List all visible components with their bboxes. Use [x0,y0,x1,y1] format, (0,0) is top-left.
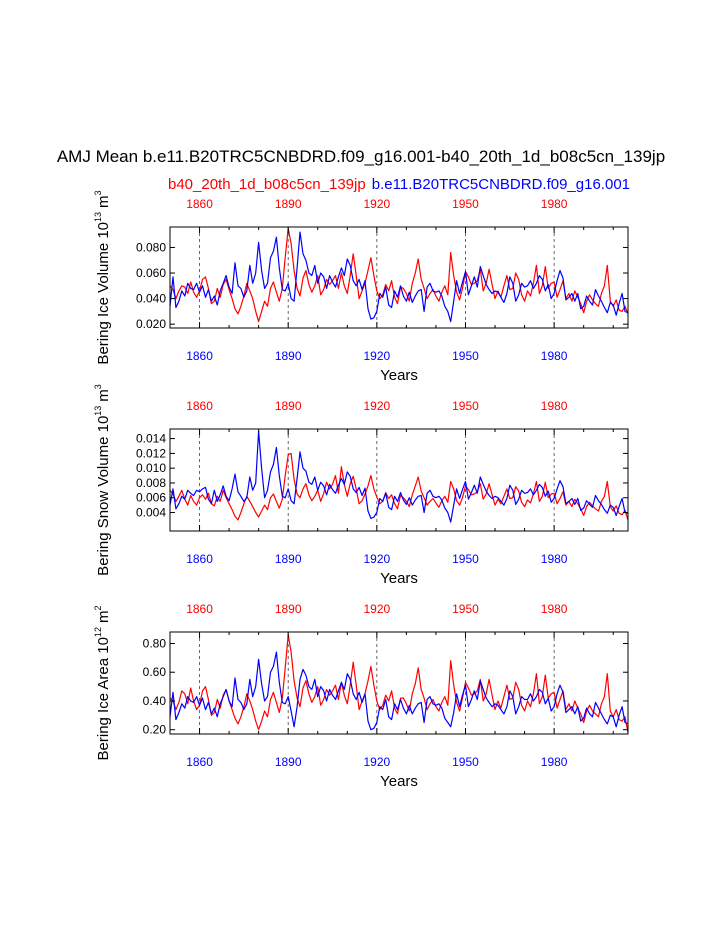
y-tick-label: 0.020 [136,317,166,331]
y-axis-label-exponent: 13 [93,212,103,222]
x-tick-label-bottom: 1920 [363,349,390,363]
x-axis-label: Years [380,570,418,587]
x-tick-label-top: 1980 [541,197,568,211]
series-line-red [169,634,629,733]
x-tick-label-top: 1890 [275,602,302,616]
x-tick-label-top: 1920 [363,602,390,616]
y-tick-label: 0.012 [136,446,166,460]
y-axis-label: Bering Ice Volume 1013 m3 [93,190,112,364]
x-tick-label-top: 1890 [275,197,302,211]
x-tick-label-top: 1860 [186,197,213,211]
series-line-blue [169,231,629,323]
x-tick-label-top: 1860 [186,602,213,616]
x-tick-label-top: 1980 [541,602,568,616]
y-tick-label: 0.040 [136,292,166,306]
y-axis-label-unit: m [95,195,112,208]
y-tick-label: 0.20 [143,723,167,737]
x-tick-label-top: 1980 [541,399,568,413]
x-tick-label-bottom: 1920 [363,552,390,566]
x-axis-label: Years [380,773,418,790]
x-tick-label-top: 1860 [186,399,213,413]
y-axis-label-exponent: 13 [93,406,103,416]
y-tick-label: 0.004 [136,506,166,520]
y-axis-label-main: Bering Snow Volume 10 [95,416,112,576]
x-tick-label-bottom: 1980 [541,349,568,363]
x-tick-label-bottom: 1980 [541,755,568,769]
x-tick-label-bottom: 1950 [452,552,479,566]
y-axis-label-unit: m [95,611,112,624]
series-line-blue [169,430,629,523]
x-tick-label-bottom: 1860 [186,552,213,566]
series-line-red [169,227,629,323]
y-axis-label-unit: m [95,389,112,402]
x-tick-label-top: 1920 [363,399,390,413]
chart-panel-1: 0.020 0.040 0.060 0.080 1860 1860 1890 1890 1920… [93,190,629,384]
x-tick-label-bottom: 1890 [275,755,302,769]
y-axis-label-main: Bering Ice Area 10 [95,637,112,760]
chart-panels: 0.020 0.040 0.060 0.080 1860 1860 1890 1890 1920… [93,190,629,790]
figure-title: AMJ Mean b.e11.B20TRC5CNBDRD.f09_g16.001… [57,147,665,166]
x-tick-label-bottom: 1890 [275,349,302,363]
x-tick-label-bottom: 1920 [363,755,390,769]
y-axis-label-exponent: 12 [93,627,103,637]
chart-panel-3: 0.20 0.40 0.60 0.80 1860 1860 1890 1890 1920 1920… [93,602,629,790]
series-line-blue [169,651,629,731]
x-axis-label: Years [380,367,418,384]
legend-blue-label: b.e11.B20TRC5CNBDRD.f09_g16.001 [372,176,630,193]
y-tick-label: 0.014 [136,432,166,446]
x-tick-label-bottom: 1950 [452,755,479,769]
x-tick-label-bottom: 1860 [186,349,213,363]
x-tick-label-top: 1920 [363,197,390,211]
x-tick-label-bottom: 1950 [452,349,479,363]
legend-red-label: b40_20th_1d_b08c5cn_139jp [168,176,366,193]
x-tick-label-top: 1950 [452,197,479,211]
y-tick-label: 0.008 [136,476,166,490]
y-tick-label: 0.060 [136,266,166,280]
y-axis-label-main: Bering Ice Volume 10 [95,222,112,365]
x-tick-label-bottom: 1860 [186,755,213,769]
x-tick-label-top: 1890 [275,399,302,413]
y-tick-label: 0.60 [143,665,167,679]
y-axis-label: Bering Snow Volume 1013 m3 [93,384,112,576]
y-tick-label: 0.010 [136,461,166,475]
y-tick-label: 0.006 [136,491,166,505]
y-tick-label: 0.080 [136,240,166,254]
x-tick-label-bottom: 1980 [541,552,568,566]
y-axis-label-unit-exponent: 3 [93,190,103,195]
y-tick-label: 0.80 [143,636,167,650]
y-axis-label: Bering Ice Area 1012 m2 [93,606,112,761]
series-line-red [169,452,629,521]
x-tick-label-top: 1950 [452,602,479,616]
plot-frame [169,631,629,735]
y-axis-label-unit-exponent: 3 [93,384,103,389]
y-axis-label-unit-exponent: 2 [93,606,103,611]
plot-frame [169,428,629,532]
plot-frame [169,226,629,329]
y-tick-label: 0.40 [143,694,167,708]
x-tick-label-top: 1950 [452,399,479,413]
x-tick-label-bottom: 1890 [275,552,302,566]
